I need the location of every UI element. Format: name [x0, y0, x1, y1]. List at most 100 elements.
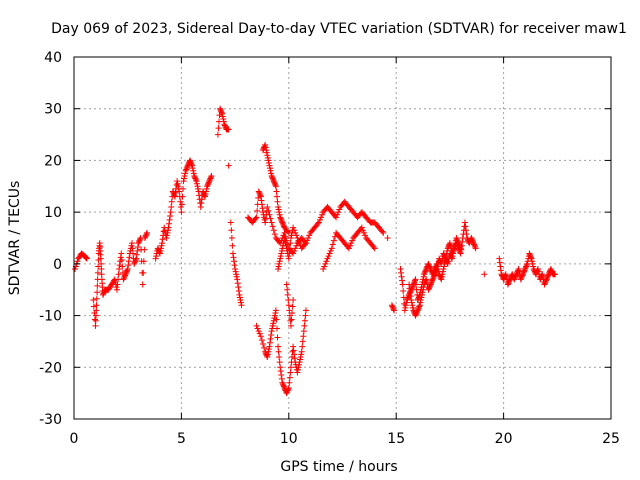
data-point [266, 211, 273, 218]
data-point [458, 246, 465, 253]
data-point [520, 269, 527, 276]
data-point [425, 262, 432, 269]
data-point [142, 232, 149, 239]
data-point [389, 304, 396, 311]
data-point [204, 183, 211, 190]
data-point [217, 107, 224, 114]
data-point [326, 250, 333, 257]
data-point [283, 390, 290, 397]
data-point [234, 280, 241, 287]
x-tick-label: 10 [280, 431, 298, 447]
data-point [305, 235, 312, 241]
data-point [111, 277, 118, 284]
data-point [433, 267, 440, 274]
data-point [276, 209, 283, 216]
data-point [271, 312, 278, 319]
data-point [455, 240, 462, 247]
data-point [428, 280, 435, 287]
data-point [188, 161, 195, 168]
data-point [422, 267, 429, 274]
data-point [416, 302, 423, 309]
data-point [282, 237, 289, 244]
data-point [272, 307, 279, 314]
data-point [93, 302, 100, 309]
data-point [284, 387, 291, 394]
data-point [90, 297, 97, 304]
data-point [345, 245, 352, 252]
data-point [273, 325, 280, 332]
data-point [505, 280, 512, 287]
data-point [497, 263, 504, 270]
data-point [270, 317, 277, 324]
data-point [238, 302, 245, 309]
data-point [256, 330, 263, 337]
data-point [283, 281, 290, 288]
data-point [220, 118, 227, 125]
data-point [122, 271, 129, 278]
data-point [294, 369, 301, 376]
data-point [279, 220, 286, 227]
data-point [180, 178, 187, 185]
data-point [420, 273, 427, 280]
data-point [389, 303, 396, 310]
data-point [538, 272, 545, 279]
data-point [172, 189, 179, 196]
data-point [298, 348, 305, 355]
data-point [330, 237, 337, 244]
data-point [527, 253, 534, 260]
data-point [407, 288, 414, 295]
data-point [329, 241, 336, 248]
data-point [457, 249, 464, 256]
data-point [444, 260, 451, 267]
data-point [128, 242, 135, 249]
grid [74, 57, 611, 419]
data-point [193, 178, 200, 185]
data-point [177, 203, 184, 210]
data-point [471, 241, 478, 248]
data-point [157, 247, 164, 254]
data-point [290, 343, 297, 350]
data-point [272, 309, 279, 316]
data-point [284, 291, 291, 298]
data-point [454, 238, 461, 245]
data-point [391, 307, 398, 314]
data-point [327, 247, 334, 254]
data-point [518, 273, 525, 280]
data-point [285, 255, 292, 262]
data-point [442, 254, 449, 261]
data-point [265, 207, 272, 214]
data-point [335, 209, 342, 216]
data-point [130, 250, 137, 257]
data-point [273, 316, 280, 323]
data-point [179, 193, 186, 200]
data-point [457, 245, 464, 252]
data-point [413, 281, 420, 288]
data-point [432, 268, 439, 275]
data-point [203, 188, 210, 195]
data-point [419, 289, 426, 296]
data-point [445, 258, 452, 265]
data-point [278, 372, 285, 379]
data-point [176, 188, 183, 195]
data-point [198, 200, 205, 207]
data-point [543, 277, 550, 284]
data-point [523, 263, 530, 270]
data-point [425, 286, 432, 293]
data-point [205, 180, 212, 187]
data-point [291, 227, 298, 234]
data-point [258, 337, 265, 344]
data-point [276, 359, 283, 366]
data-point [427, 264, 434, 271]
data-point [234, 276, 241, 283]
data-point [302, 307, 309, 314]
data-point [116, 262, 123, 269]
data-point [521, 268, 528, 275]
data-point [427, 281, 434, 288]
data-point [253, 214, 260, 221]
data-point [113, 286, 120, 293]
data-point [295, 364, 302, 371]
data-point [191, 174, 198, 181]
data-point [522, 264, 529, 271]
data-point [446, 240, 453, 247]
chart-title: Day 069 of 2023, Sidereal Day-to-day VTE… [51, 21, 627, 37]
